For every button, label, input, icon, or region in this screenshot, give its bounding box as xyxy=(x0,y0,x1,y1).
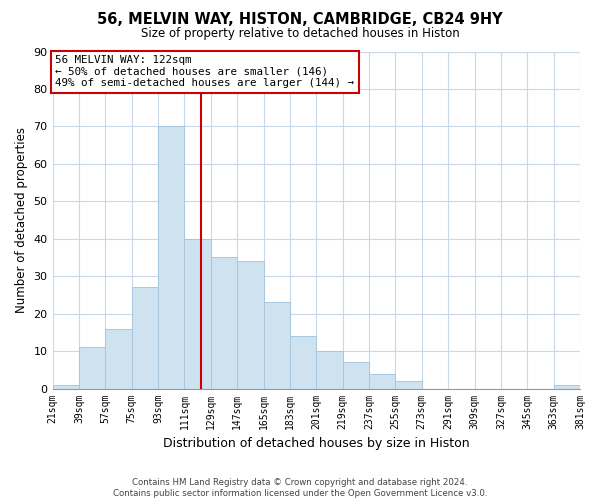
Bar xyxy=(131,288,158,388)
Bar xyxy=(237,261,263,388)
Bar xyxy=(263,302,290,388)
Bar xyxy=(79,348,105,389)
Text: 56, MELVIN WAY, HISTON, CAMBRIDGE, CB24 9HY: 56, MELVIN WAY, HISTON, CAMBRIDGE, CB24 … xyxy=(97,12,503,28)
Bar xyxy=(395,381,422,388)
Y-axis label: Number of detached properties: Number of detached properties xyxy=(15,127,28,313)
Bar xyxy=(316,351,343,389)
Bar xyxy=(369,374,395,388)
Text: Contains HM Land Registry data © Crown copyright and database right 2024.
Contai: Contains HM Land Registry data © Crown c… xyxy=(113,478,487,498)
Bar xyxy=(290,336,316,388)
Bar xyxy=(53,385,79,388)
X-axis label: Distribution of detached houses by size in Histon: Distribution of detached houses by size … xyxy=(163,437,470,450)
Bar xyxy=(105,328,131,388)
Bar xyxy=(184,239,211,388)
Bar xyxy=(343,362,369,388)
Bar xyxy=(211,258,237,388)
Bar xyxy=(158,126,184,388)
Text: Size of property relative to detached houses in Histon: Size of property relative to detached ho… xyxy=(140,28,460,40)
Text: 56 MELVIN WAY: 122sqm
← 50% of detached houses are smaller (146)
49% of semi-det: 56 MELVIN WAY: 122sqm ← 50% of detached … xyxy=(55,55,355,88)
Bar xyxy=(554,385,580,388)
